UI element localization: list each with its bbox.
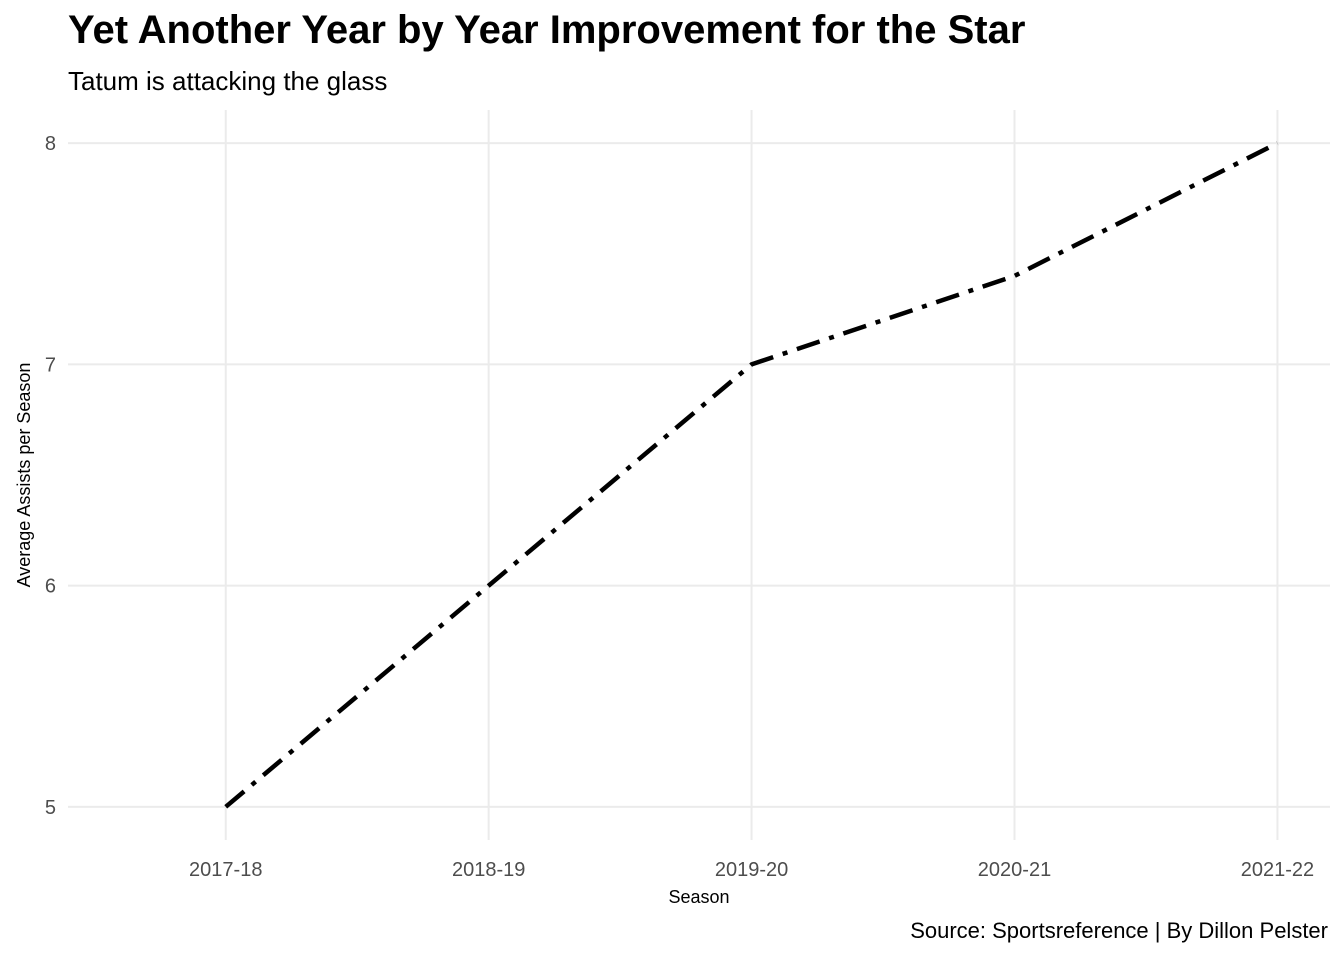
series-layer [224, 141, 1279, 809]
x-tick-label: 2021-22 [1241, 859, 1314, 881]
y-tick-label: 5 [45, 797, 56, 819]
chart-subtitle: Tatum is attacking the glass [68, 66, 388, 96]
source-caption: Source: Sportsreference | By Dillon Pels… [910, 918, 1328, 943]
y-tick-label: 7 [45, 354, 56, 376]
chart-title: Yet Another Year by Year Improvement for… [68, 8, 1026, 52]
x-tick-label: 2020-21 [978, 859, 1051, 881]
y-axis-ticks: 5 6 7 8 [45, 133, 56, 819]
x-axis-ticks: 2017-18 2018-19 2019-20 2020-21 2021-22 [189, 859, 1314, 881]
series-line [224, 141, 1279, 809]
y-tick-label: 6 [45, 576, 56, 598]
x-axis-title: Season [668, 887, 729, 907]
y-tick-label: 8 [45, 133, 56, 155]
x-tick-label: 2018-19 [452, 859, 525, 881]
x-tick-label: 2019-20 [715, 859, 788, 881]
x-tick-label: 2017-18 [189, 859, 262, 881]
y-axis-title: Average Assists per Season [14, 363, 34, 588]
grid-lines [68, 110, 1330, 840]
